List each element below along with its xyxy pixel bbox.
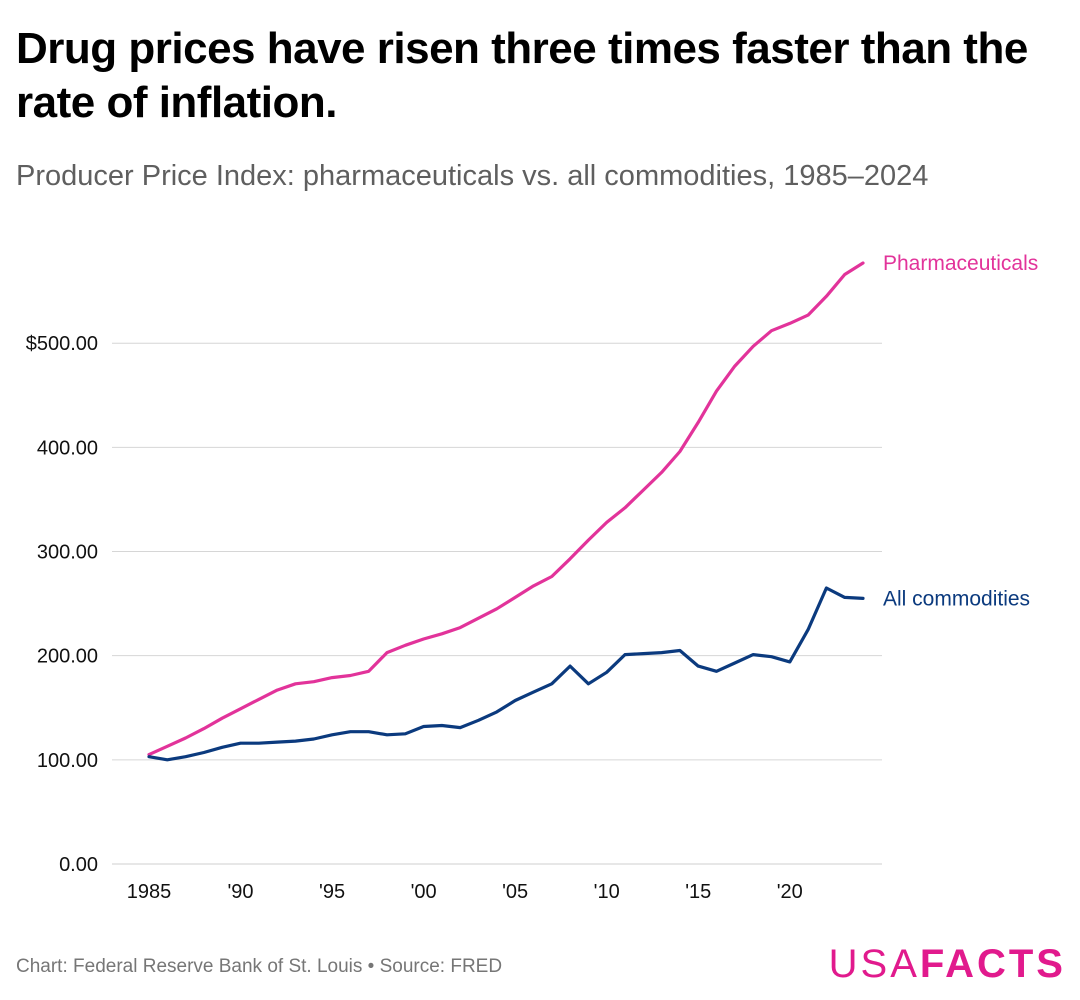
series-line-pharmaceuticals bbox=[147, 261, 865, 757]
logo-text-usa: USA bbox=[828, 942, 920, 986]
x-tick-label: '20 bbox=[777, 881, 803, 903]
x-tick-label: '00 bbox=[411, 881, 437, 903]
x-tick-label: '15 bbox=[685, 881, 711, 903]
x-axis-tick-labels: 1985 '90 '95 '00 '05 '10 '15 '20 bbox=[127, 881, 803, 903]
x-tick-label: '90 bbox=[227, 881, 253, 903]
usafacts-logo[interactable]: USAFACTS bbox=[829, 939, 1066, 989]
y-axis-tick-labels: 0.00 100.00 200.00 300.00 400.00 $500.00 bbox=[26, 333, 98, 876]
series-end-labels: Pharmaceuticals All commodities bbox=[883, 252, 1038, 610]
chart-subtitle: Producer Price Index: pharmaceuticals vs… bbox=[16, 160, 929, 192]
x-tick-label: '95 bbox=[319, 881, 345, 903]
y-tick-label: 0.00 bbox=[59, 854, 98, 876]
gridlines bbox=[112, 342, 882, 865]
chart-title: Drug prices have risen three times faste… bbox=[16, 24, 1028, 127]
logo-text-facts: FACTS bbox=[919, 942, 1066, 986]
x-tick-label: '10 bbox=[594, 881, 620, 903]
y-tick-label: 100.00 bbox=[37, 750, 98, 772]
series-lines bbox=[147, 261, 865, 762]
footer-source-credit: Chart: Federal Reserve Bank of St. Louis… bbox=[16, 956, 503, 977]
x-tick-label: 1985 bbox=[127, 881, 172, 903]
series-label: Pharmaceuticals bbox=[883, 252, 1038, 275]
series-label: All commodities bbox=[883, 587, 1030, 610]
series-line-all-commodities bbox=[147, 586, 865, 762]
y-tick-label: 200.00 bbox=[37, 646, 98, 668]
x-tick-label: '05 bbox=[502, 881, 528, 903]
y-tick-label: 300.00 bbox=[37, 542, 98, 564]
y-tick-label: $500.00 bbox=[26, 333, 98, 355]
y-tick-label: 400.00 bbox=[37, 437, 98, 459]
